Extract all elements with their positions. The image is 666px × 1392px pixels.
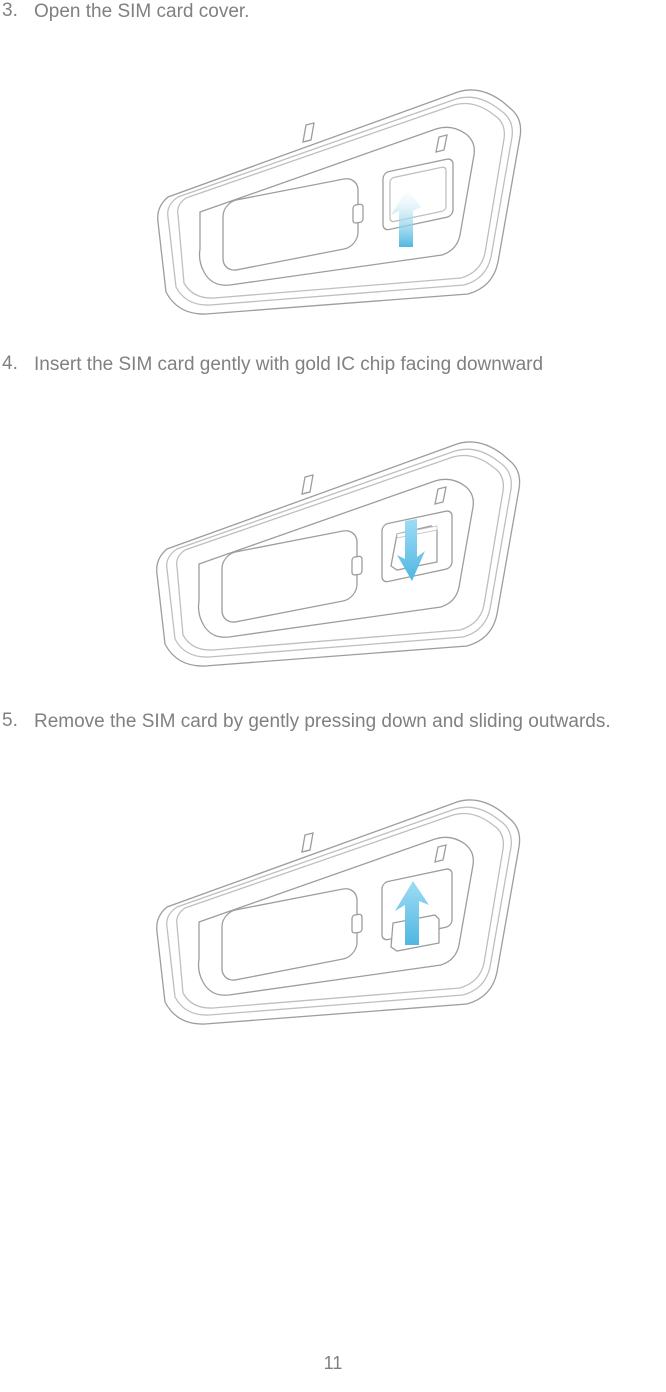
step-text: Insert the SIM card gently with gold IC …	[34, 353, 543, 378]
step-4: 4. Insert the SIM card gently with gold …	[0, 353, 666, 378]
step-3: 3. Open the SIM card cover.	[0, 0, 666, 25]
diagram-3-container	[0, 747, 666, 1043]
step-number: 4.	[0, 353, 34, 375]
step-number: 3.	[0, 0, 34, 22]
sim-remove-diagram	[127, 747, 539, 1043]
sim-insert-diagram	[127, 389, 539, 684]
step-text: Remove the SIM card by gently pressing d…	[34, 710, 611, 735]
sim-cover-open-diagram	[128, 37, 538, 327]
diagram-1-container	[0, 37, 666, 327]
step-text: Open the SIM card cover.	[34, 0, 249, 25]
step-number: 5.	[0, 710, 34, 732]
step-5: 5. Remove the SIM card by gently pressin…	[0, 710, 666, 735]
diagram-2-container	[0, 389, 666, 684]
page-number: 11	[324, 1353, 343, 1374]
